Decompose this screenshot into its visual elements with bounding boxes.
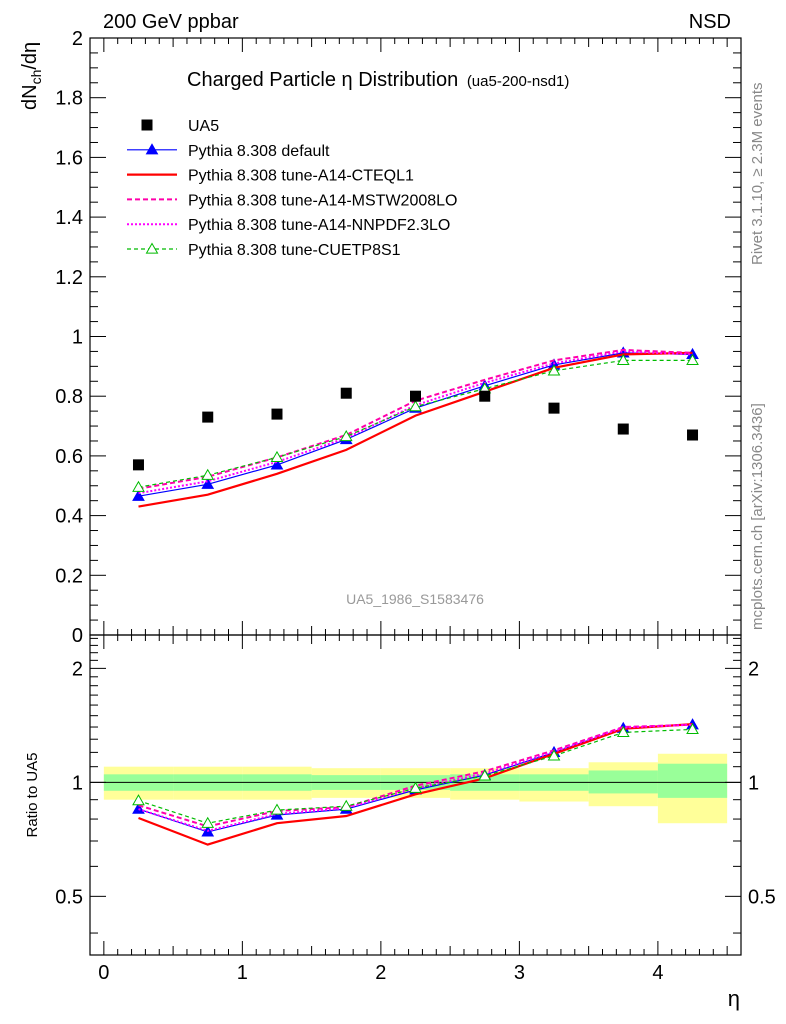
main-y-tick-label: 0.8	[55, 386, 83, 408]
x-axis-label: η	[728, 986, 740, 1011]
main-y-axis-label-sub: ch	[28, 70, 44, 85]
legend-marker-default	[145, 143, 159, 155]
main-title: Charged Particle η Distribution (ua5-200…	[187, 69, 569, 91]
header-left: 200 GeV ppbar	[103, 11, 239, 33]
main-y-tick-label: 1.6	[55, 147, 83, 169]
x-tick-label: 2	[375, 962, 386, 984]
ratio-point-cuetp8s1	[132, 794, 145, 806]
main-line-cuetp8s1	[138, 359, 693, 488]
main-y-tick-label: 2	[72, 28, 83, 50]
main-y-tick-label: 0.4	[55, 506, 83, 528]
main-title-suffix: (ua5-200-nsd1)	[467, 73, 570, 90]
ratio-point-cuetp8s1	[686, 722, 699, 735]
data-point	[548, 402, 560, 414]
main-point-cuetp8s1	[686, 353, 699, 366]
data-point	[340, 387, 352, 399]
legend-label-a14_nnpdf: Pythia 8.308 tune-A14-NNPDF2.3LO	[188, 217, 450, 234]
x-tick-label: 4	[652, 962, 663, 984]
ratio-point-cuetp8s1	[339, 799, 353, 811]
x-tick-label: 0	[98, 962, 109, 984]
legend-label-a14_mstw: Pythia 8.308 tune-A14-MSTW2008LO	[188, 192, 457, 209]
rivet-label: Rivet 3.1.10, ≥ 2.3M events	[749, 83, 766, 266]
main-y-tick-label: 1.4	[55, 207, 83, 229]
main-y-tick-label: 1	[72, 327, 83, 349]
ratio-line-a14_cteql1	[138, 723, 693, 846]
ratio-point-cuetp8s1	[201, 816, 215, 828]
main-point-cuetp8s1	[409, 400, 422, 412]
ratio-point-cuetp8s1	[270, 803, 284, 815]
ratio-y-tick-label-right: 0.5	[748, 886, 776, 908]
main-line-a14_cteql1	[138, 351, 693, 508]
ratio-band-inner	[657, 763, 728, 798]
main-point-cuetp8s1	[201, 468, 215, 480]
legend: UA5 Pythia 8.308 default Pythia 8.308 tune…	[127, 118, 457, 259]
data-point	[410, 390, 421, 402]
x-tick-label: 1	[237, 962, 248, 984]
ratio-point-cuetp8s1	[409, 781, 422, 793]
ratio-y-tick-label: 2	[72, 658, 83, 680]
main-point-default	[132, 489, 145, 501]
ratio-point-cuetp8s1	[616, 725, 630, 738]
ratio-frame	[89, 634, 742, 956]
data-point	[479, 390, 491, 402]
ratio-plot: 0.5 1 2 0.5 1 2 0 1 2 3 4 η Ratio to UA5	[24, 634, 776, 1011]
ratio-y-tick-label: 1	[72, 772, 83, 794]
legend-marker-cuetp8s1	[145, 242, 159, 254]
ratio-y-tick-label: 0.5	[55, 886, 83, 908]
main-y-axis-label: dNch/dη	[19, 42, 44, 110]
mcplots-label: mcplots.cern.ch [arXiv:1306.3436]	[749, 403, 766, 630]
x-tick-label: 3	[514, 962, 525, 984]
ratio-y-axis-label: Ratio to UA5	[24, 752, 41, 837]
main-point-cuetp8s1	[270, 450, 284, 463]
main-y-axis-label-part: dN	[19, 84, 41, 110]
legend-label-a14_cteql1: Pythia 8.308 tune-A14-CTEQL1	[188, 168, 414, 185]
data-point	[617, 423, 629, 435]
main-point-default	[201, 477, 215, 489]
legend-label-cuetp8s1: Pythia 8.308 tune-CUETP8S1	[188, 242, 401, 259]
ratio-line-a14_mstw	[138, 723, 693, 828]
main-point-cuetp8s1	[132, 480, 145, 492]
data-point	[132, 459, 144, 471]
main-y-tick-label: 0.2	[55, 565, 83, 587]
ratio-y-tick-label-right: 1	[748, 772, 759, 794]
main-y-tick-label: 1.8	[55, 88, 83, 110]
ratio-y-tick-label-right: 2	[748, 658, 759, 680]
main-y-tick-label: 0.6	[55, 446, 83, 468]
legend-label-default: Pythia 8.308 default	[188, 143, 330, 160]
watermark: UA5_1986_S1583476	[346, 591, 484, 607]
main-y-axis-label-part: /dη	[19, 42, 41, 70]
header-right: NSD	[689, 11, 731, 33]
main-y-tick-label: 1.2	[55, 267, 83, 289]
main-plot: 0 0.2 0.4 0.6 0.8 1 1.2 1.4 1.6 1.8 2 dNch/dη	[19, 28, 742, 647]
ratio-point-cuetp8s1	[547, 749, 561, 761]
main-point-cuetp8s1	[339, 429, 353, 442]
ratio-point-default	[132, 802, 145, 814]
main-line-a14_mstw	[138, 348, 693, 490]
main-y-tick-label: 0	[72, 625, 83, 647]
main-point-cuetp8s1	[547, 364, 561, 376]
data-point	[687, 429, 699, 441]
main-point-default	[270, 458, 284, 470]
main-title-text: Charged Particle η Distribution	[187, 69, 458, 91]
legend-marker-ua5	[141, 119, 153, 131]
ratio-point-cuetp8s1	[478, 769, 492, 781]
main-point-cuetp8s1	[616, 353, 630, 366]
legend-label-ua5: UA5	[188, 118, 219, 135]
data-point	[271, 408, 283, 420]
main-line-default	[138, 352, 693, 497]
data-point	[202, 411, 214, 423]
